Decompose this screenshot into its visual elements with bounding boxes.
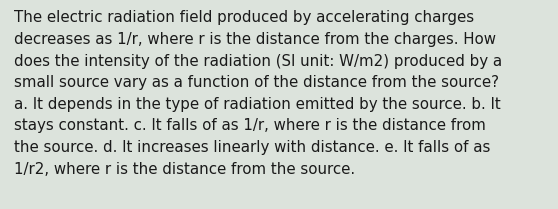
Text: The electric radiation field produced by accelerating charges
decreases as 1/r, : The electric radiation field produced by… <box>14 10 502 177</box>
